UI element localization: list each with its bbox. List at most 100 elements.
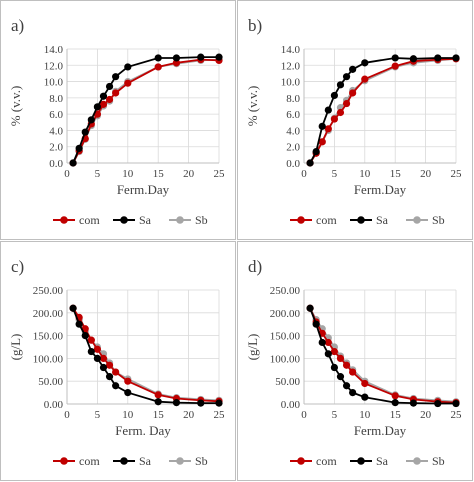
legend-label-sa: Sa xyxy=(376,213,389,227)
data-point-sa xyxy=(409,399,418,407)
data-point-sa xyxy=(452,399,460,408)
x-tick-label: 25 xyxy=(214,409,226,421)
data-point-sa xyxy=(312,148,320,156)
data-point-sa xyxy=(99,363,108,372)
data-point-com xyxy=(330,347,338,356)
data-point-sa xyxy=(342,382,351,390)
data-point-sa xyxy=(318,338,326,347)
legend-marker-sa xyxy=(120,457,128,465)
data-point-sa xyxy=(172,399,181,407)
legend-marker-com xyxy=(297,216,305,224)
x-tick-label: 0 xyxy=(301,409,307,421)
data-point-sa xyxy=(172,54,181,62)
data-point-sa xyxy=(81,128,89,136)
y-axis-title: (g/L) xyxy=(8,334,23,361)
data-point-sa xyxy=(342,73,351,81)
data-point-sa xyxy=(336,373,345,381)
legend-marker-sb xyxy=(176,457,184,465)
x-tick-label: 20 xyxy=(420,168,432,180)
chart-svg-c: c) 0.00 50.00 100.00 150.00 200.00 250.00 0 5 10 1… xyxy=(8,257,226,468)
data-point-com xyxy=(154,391,162,399)
data-point-sa xyxy=(105,373,114,381)
data-point-sa xyxy=(409,55,418,63)
data-point-sa xyxy=(336,81,345,89)
data-point-sa xyxy=(349,389,357,397)
data-point-com xyxy=(361,379,369,388)
data-point-com xyxy=(391,392,399,400)
panel-label: b) xyxy=(248,16,262,35)
data-point-com xyxy=(342,361,351,369)
x-tick-label: 15 xyxy=(153,409,165,421)
y-tick-label: 8.0 xyxy=(286,93,300,105)
data-point-sa xyxy=(391,54,399,62)
legend-marker-com xyxy=(60,216,68,224)
y-tick-label: 12.0 xyxy=(44,60,64,72)
data-point-sa xyxy=(124,389,132,397)
data-point-com xyxy=(112,89,120,97)
data-point-com xyxy=(342,99,351,108)
data-point-com xyxy=(324,338,332,347)
data-point-com xyxy=(105,361,114,369)
data-point-com xyxy=(349,89,357,97)
y-axis-title: % (v.v.) xyxy=(8,86,23,127)
legend-label-sb: Sb xyxy=(432,454,445,468)
data-point-com xyxy=(336,108,345,117)
y-tick-label: 50.00 xyxy=(38,376,63,388)
legend-marker-sb xyxy=(176,216,184,224)
chart-svg-a: a) 0.0 2.0 4.0 6.0 8.0 10.0 12.0 14.0 0 5 10 15 20 25 F… xyxy=(8,16,226,227)
data-point-sa xyxy=(324,106,332,114)
legend-label-sa: Sa xyxy=(376,454,389,468)
data-point-sa xyxy=(361,393,369,401)
chart-svg-b: b) 0.0 2.0 4.0 6.0 8.0 10.0 12.0 14.0 0 5 10 15 20 25 F… xyxy=(245,16,463,227)
legend-label-sb: Sb xyxy=(195,213,208,227)
data-point-sa xyxy=(434,54,442,62)
data-point-sa xyxy=(93,354,101,362)
x-tick-label: 0 xyxy=(64,168,70,180)
y-tick-label: 50.00 xyxy=(275,376,300,388)
x-tick-label: 5 xyxy=(332,409,338,421)
y-tick-label: 0.0 xyxy=(49,158,63,170)
x-axis-title: Ferm.Day xyxy=(354,182,407,197)
data-point-sa xyxy=(452,54,460,62)
chart-panel-a: a) 0.0 2.0 4.0 6.0 8.0 10.0 12.0 14.0 0 5 10 15 20 25 F… xyxy=(0,0,236,240)
data-point-sa xyxy=(197,399,205,407)
x-axis-title: Ferm. Day xyxy=(115,423,171,438)
y-tick-label: 200.00 xyxy=(270,308,301,320)
panel-label: a) xyxy=(11,16,24,35)
data-point-com xyxy=(391,62,399,70)
x-tick-label: 25 xyxy=(451,168,463,180)
legend-marker-com xyxy=(297,457,305,465)
y-tick-label: 2.0 xyxy=(49,142,63,154)
x-tick-label: 20 xyxy=(420,409,432,421)
data-point-com xyxy=(87,336,95,344)
y-tick-label: 0.0 xyxy=(286,158,300,170)
y-tick-label: 250.00 xyxy=(33,285,64,297)
data-point-sa xyxy=(197,53,205,61)
x-tick-label: 15 xyxy=(390,409,402,421)
legend-marker-sb xyxy=(413,457,421,465)
legend-label-com: com xyxy=(79,454,100,468)
x-tick-label: 0 xyxy=(64,409,70,421)
y-tick-label: 100.00 xyxy=(33,353,64,365)
y-tick-label: 4.0 xyxy=(49,125,63,137)
x-tick-label: 20 xyxy=(183,409,195,421)
y-tick-label: 150.00 xyxy=(270,331,301,343)
data-point-sa xyxy=(361,59,369,67)
series-line-sb xyxy=(309,307,457,403)
legend-label-com: com xyxy=(316,454,337,468)
data-point-sa xyxy=(81,332,89,340)
y-tick-label: 0.00 xyxy=(281,399,301,411)
data-point-com xyxy=(124,377,132,385)
legend-label-sa: Sa xyxy=(139,454,152,468)
x-tick-label: 25 xyxy=(214,168,226,180)
x-tick-label: 15 xyxy=(390,168,402,180)
x-tick-label: 25 xyxy=(451,409,463,421)
data-point-sa xyxy=(312,320,320,328)
data-point-com xyxy=(330,115,338,123)
y-axis-title: (g/L) xyxy=(245,334,260,361)
data-point-com xyxy=(361,75,369,83)
legend-label-com: com xyxy=(79,213,100,227)
panel-label: c) xyxy=(11,257,24,276)
y-tick-label: 2.0 xyxy=(286,142,300,154)
data-point-com xyxy=(124,79,132,87)
